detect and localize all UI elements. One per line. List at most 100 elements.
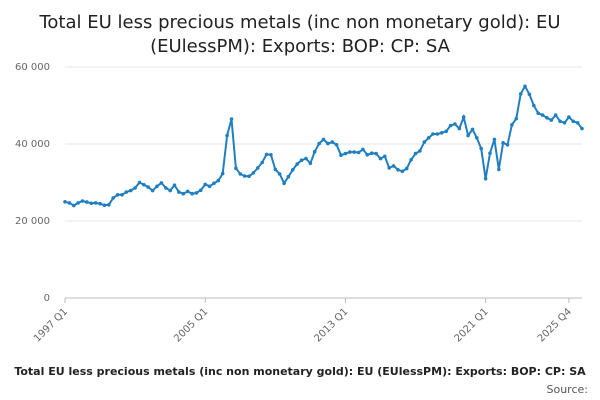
data-point[interactable] [348,150,352,154]
data-point[interactable] [369,151,374,155]
data-point[interactable] [312,149,317,154]
data-point[interactable] [575,121,580,125]
data-point[interactable] [378,156,383,161]
data-point[interactable] [567,115,571,119]
data-point[interactable] [234,166,238,171]
data-point[interactable] [461,115,466,119]
data-point[interactable] [457,126,462,131]
data-point[interactable] [391,164,396,168]
data-point[interactable] [510,123,514,127]
data-point[interactable] [387,166,392,170]
data-point[interactable] [418,149,422,153]
data-point[interactable] [422,140,427,144]
data-point[interactable] [317,141,321,146]
data-point[interactable] [448,123,453,128]
data-point[interactable] [172,183,177,187]
data-point[interactable] [435,132,440,136]
data-point[interactable] [518,92,523,96]
data-point[interactable] [168,188,172,193]
data-point[interactable] [440,131,444,135]
data-point[interactable] [479,146,484,151]
data-point[interactable] [128,188,133,193]
data-point[interactable] [251,171,256,175]
data-point[interactable] [80,199,85,203]
data-point[interactable] [540,113,545,117]
data-point[interactable] [286,174,291,179]
data-point[interactable] [264,152,269,157]
data-point[interactable] [413,151,418,156]
data-point[interactable] [212,181,216,186]
data-point[interactable] [299,158,304,162]
data-point[interactable] [571,119,575,124]
data-point[interactable] [164,186,168,190]
data-point[interactable] [98,201,102,206]
data-point[interactable] [260,160,265,165]
data-point[interactable] [497,167,501,172]
data-point[interactable] [255,166,260,170]
data-point[interactable] [229,117,234,121]
data-point[interactable] [216,178,221,183]
data-point[interactable] [426,136,431,140]
data-point[interactable] [536,111,540,115]
data-point[interactable] [120,193,124,197]
data-point[interactable] [137,180,142,185]
data-point[interactable] [361,147,365,152]
data-point[interactable] [238,172,243,176]
data-point[interactable] [89,201,94,206]
data-point[interactable] [72,203,76,208]
data-point[interactable] [295,162,300,166]
data-point[interactable] [343,151,348,156]
data-point[interactable] [304,156,308,161]
data-point[interactable] [326,141,330,146]
data-point[interactable] [242,174,247,178]
data-point[interactable] [291,168,295,172]
data-point[interactable] [133,186,137,190]
data-point[interactable] [124,190,129,194]
data-point[interactable] [76,201,80,205]
data-point[interactable] [93,201,98,205]
data-point[interactable] [505,143,510,147]
data-point[interactable] [321,137,326,142]
data-point[interactable] [273,167,278,172]
data-point[interactable] [185,189,190,194]
data-point[interactable] [159,181,164,185]
data-point[interactable] [155,184,159,189]
data-point[interactable] [562,121,567,125]
data-point[interactable] [85,200,89,204]
data-point[interactable] [431,132,435,136]
data-point[interactable] [146,185,150,189]
data-point[interactable] [523,84,527,89]
data-point[interactable] [203,182,207,187]
data-point[interactable] [527,92,532,97]
data-point[interactable] [466,133,470,138]
data-point[interactable] [501,141,505,145]
data-point[interactable] [409,158,413,162]
data-point[interactable] [107,203,111,207]
data-point[interactable] [308,161,313,166]
data-point[interactable] [470,127,475,132]
data-point[interactable] [475,136,479,140]
data-point[interactable] [190,191,194,196]
data-point[interactable] [580,126,584,131]
data-point[interactable] [532,103,536,108]
data-point[interactable] [549,118,554,122]
data-point[interactable] [545,116,549,120]
data-point[interactable] [67,201,72,205]
data-point[interactable] [115,193,120,197]
data-point[interactable] [247,174,251,179]
data-point[interactable] [492,137,497,142]
data-point[interactable] [444,129,449,134]
data-point[interactable] [111,196,115,200]
data-point[interactable] [225,133,229,138]
data-point[interactable] [181,191,186,196]
data-point[interactable] [365,153,370,157]
data-point[interactable] [400,169,405,174]
data-point[interactable] [483,176,488,181]
data-point[interactable] [374,151,378,156]
data-point[interactable] [488,151,492,155]
data-point[interactable] [514,116,519,121]
data-point[interactable] [334,143,339,147]
data-point[interactable] [356,150,361,155]
data-point[interactable] [277,172,282,176]
data-point[interactable] [177,190,181,194]
